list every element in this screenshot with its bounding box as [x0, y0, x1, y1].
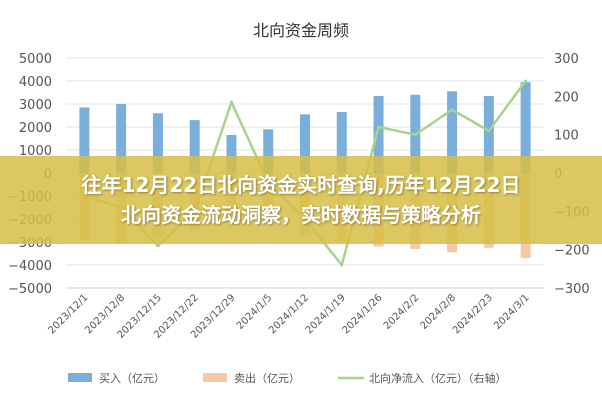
x-tick-label: 2024/2/23: [451, 292, 495, 336]
net-inflow-point: [229, 100, 233, 104]
left-tick-label: 3000: [19, 98, 52, 113]
net-inflow-point: [487, 129, 491, 133]
net-inflow-point: [450, 108, 454, 112]
legend: 买入（亿元） 卖出（亿元） 北向净流入（亿元）（右轴）: [68, 371, 507, 385]
buy-bar: [263, 129, 274, 173]
net-inflow-point: [377, 125, 381, 129]
buy-bar: [152, 113, 163, 173]
right-tick-label: −300: [554, 282, 590, 297]
x-tick-label: 2024/1/26: [341, 292, 385, 336]
buy-bar: [226, 135, 237, 173]
buy-bar: [336, 112, 347, 173]
legend-label: 买入（亿元）: [99, 372, 165, 385]
legend-swatch: [68, 373, 92, 382]
buy-bar: [373, 95, 384, 173]
buy-bar: [79, 107, 90, 173]
buy-bar: [300, 114, 310, 173]
net-inflow-point: [156, 244, 160, 248]
headline-line-1: 往年12月22日北向资金实时查询,历年12月22日: [81, 173, 521, 197]
left-tick-label: 1000: [19, 144, 52, 159]
buy-bar: [447, 91, 458, 173]
x-tick-label: 2024/3/1: [492, 292, 532, 332]
left-tick-label: 4000: [19, 75, 52, 90]
headline-banner: 往年12月22日北向资金实时查询,历年12月22日 北向资金流动洞察，实时数据与…: [0, 156, 602, 244]
buy-bar: [116, 104, 127, 173]
net-inflow-point: [340, 263, 344, 267]
buy-bar: [520, 82, 531, 173]
right-tick-label: −200: [554, 244, 590, 259]
left-tick-label: −5000: [8, 282, 52, 297]
legend-label: 北向净流入（亿元）（右轴）: [369, 371, 507, 385]
x-axis: 2023/12/12023/12/82023/12/152023/12/2220…: [46, 287, 544, 341]
left-tick-label: −4000: [8, 259, 52, 274]
legend-label: 卖出（亿元）: [234, 371, 300, 385]
buy-bar: [483, 95, 494, 173]
right-tick-label: 200: [554, 90, 579, 105]
chart-title: 北向资金周频: [253, 21, 349, 40]
net-inflow-point: [524, 79, 528, 83]
headline-line-2: 北向资金流动洞察，实时数据与策略分析: [121, 203, 481, 227]
left-tick-label: 2000: [19, 121, 52, 136]
right-tick-label: 300: [554, 52, 579, 67]
net-inflow-point: [413, 133, 417, 137]
left-tick-label: 5000: [19, 52, 52, 67]
buy-bar: [189, 120, 200, 173]
right-tick-label: 100: [554, 129, 579, 144]
legend-swatch: [203, 373, 227, 382]
x-tick-label: 2024/2/2: [382, 292, 422, 332]
